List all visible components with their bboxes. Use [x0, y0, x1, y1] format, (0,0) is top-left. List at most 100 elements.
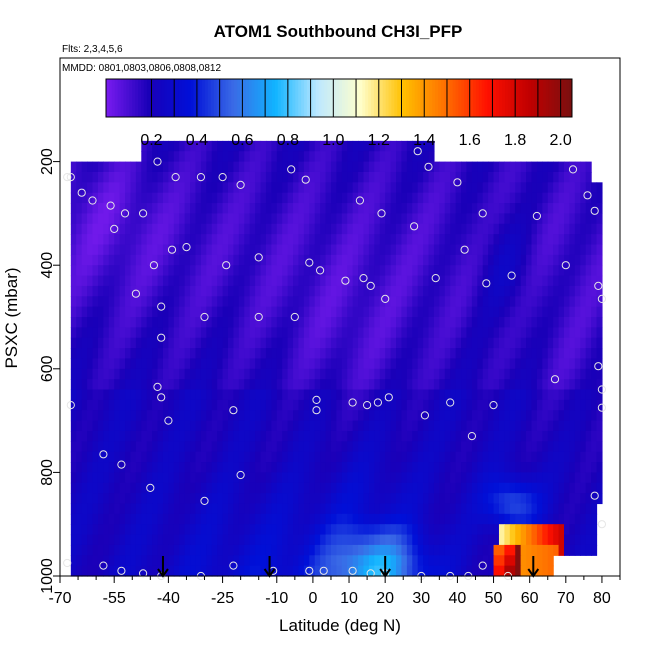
heatmap-cell	[585, 410, 592, 422]
heatmap-cell	[569, 482, 576, 494]
heatmap-cell	[97, 441, 104, 453]
heatmap-cell	[347, 348, 354, 360]
heatmap-cell	[233, 430, 240, 442]
heatmap-cell	[260, 254, 267, 266]
heatmap-cell	[574, 430, 581, 442]
heatmap-cell	[184, 379, 191, 391]
heatmap-cell	[287, 482, 294, 494]
heatmap-cell	[282, 306, 289, 318]
heatmap-cell	[103, 513, 110, 525]
heatmap-cell	[135, 524, 142, 536]
heatmap-cell	[504, 265, 511, 277]
heatmap-cell	[97, 544, 104, 556]
heatmap-cell	[450, 192, 457, 204]
heatmap-cell	[293, 337, 300, 349]
heatmap-cell	[520, 524, 527, 536]
heatmap-cell	[97, 430, 104, 442]
heatmap-cell	[471, 462, 478, 473]
heatmap-cell	[276, 244, 283, 256]
heatmap-cell	[390, 399, 397, 411]
heatmap-cell	[368, 503, 375, 515]
heatmap-cell	[184, 430, 191, 442]
heatmap-cell	[173, 161, 180, 173]
heatmap-cell	[569, 379, 576, 391]
heatmap-cell	[76, 503, 83, 515]
heatmap-cell	[368, 171, 375, 183]
heatmap-cell	[352, 140, 359, 152]
heatmap-cell	[125, 410, 132, 422]
heatmap-cell	[379, 503, 386, 515]
heatmap-cell	[70, 213, 77, 225]
heatmap-cell	[466, 420, 473, 432]
heatmap-cell	[320, 348, 327, 360]
heatmap-cell	[249, 524, 256, 536]
heatmap-cell	[200, 306, 207, 318]
heatmap-cell	[76, 358, 83, 370]
heatmap-cell	[520, 348, 527, 360]
heatmap-cell	[433, 493, 440, 505]
heatmap-cell	[379, 379, 386, 391]
heatmap-cell	[358, 213, 365, 225]
heatmap-cell	[238, 317, 245, 328]
heatmap-cell	[336, 513, 343, 525]
heatmap-cell	[341, 462, 348, 473]
heatmap-cell	[217, 441, 224, 453]
heatmap-cell	[385, 203, 392, 214]
heatmap-cell	[596, 389, 603, 401]
heatmap-cell	[547, 544, 554, 556]
heatmap-cell	[92, 379, 99, 391]
heatmap-cell	[536, 203, 543, 214]
heatmap-cell	[417, 420, 424, 432]
heatmap-cell	[184, 513, 191, 525]
colorbar-segment	[414, 79, 419, 117]
heatmap-cell	[195, 317, 202, 328]
heatmap-cell	[498, 317, 505, 328]
sample-marker	[110, 224, 119, 233]
heatmap-cell	[569, 254, 576, 266]
heatmap-cell	[341, 254, 348, 266]
heatmap-cell	[141, 265, 148, 277]
heatmap-cell	[103, 462, 110, 473]
heatmap-cell	[222, 348, 229, 360]
heatmap-cell	[477, 213, 484, 225]
heatmap-cell	[97, 462, 104, 473]
heatmap-cell	[564, 285, 571, 297]
heatmap-cell	[515, 337, 522, 349]
heatmap-cell	[146, 182, 153, 194]
heatmap-cell	[520, 462, 527, 473]
heatmap-cell	[135, 182, 142, 194]
heatmap-cell	[168, 192, 175, 204]
heatmap-cell	[379, 161, 386, 173]
heatmap-cell	[195, 296, 202, 308]
heatmap-cell	[287, 358, 294, 370]
heatmap-cell	[265, 503, 272, 515]
heatmap-cell	[406, 151, 413, 163]
heatmap-cell	[531, 399, 538, 411]
heatmap-cell	[314, 244, 321, 256]
heatmap-cell	[314, 140, 321, 152]
heatmap-cell	[396, 244, 403, 256]
heatmap-cell	[368, 389, 375, 401]
heatmap-cell	[190, 140, 197, 152]
heatmap-cell	[325, 544, 332, 556]
heatmap-cell	[162, 182, 169, 194]
heatmap-cell	[255, 348, 262, 360]
colorbar-segment	[350, 79, 355, 117]
heatmap-cell	[179, 420, 186, 432]
heatmap-cell	[564, 482, 571, 494]
heatmap-cell	[574, 358, 581, 370]
heatmap-cell	[173, 555, 180, 567]
heatmap-cell	[466, 327, 473, 339]
heatmap-cell	[92, 275, 99, 287]
heatmap-cell	[352, 151, 359, 163]
colorbar-segment	[272, 79, 276, 117]
heatmap-cell	[358, 348, 365, 360]
heatmap-cell	[157, 513, 164, 525]
heatmap-cell	[466, 275, 473, 287]
heatmap-cell	[423, 451, 430, 463]
heatmap-cell	[255, 337, 262, 349]
heatmap-cell	[547, 451, 554, 463]
heatmap-cell	[298, 513, 305, 525]
heatmap-cell	[396, 358, 403, 370]
heatmap-cell	[341, 151, 348, 163]
